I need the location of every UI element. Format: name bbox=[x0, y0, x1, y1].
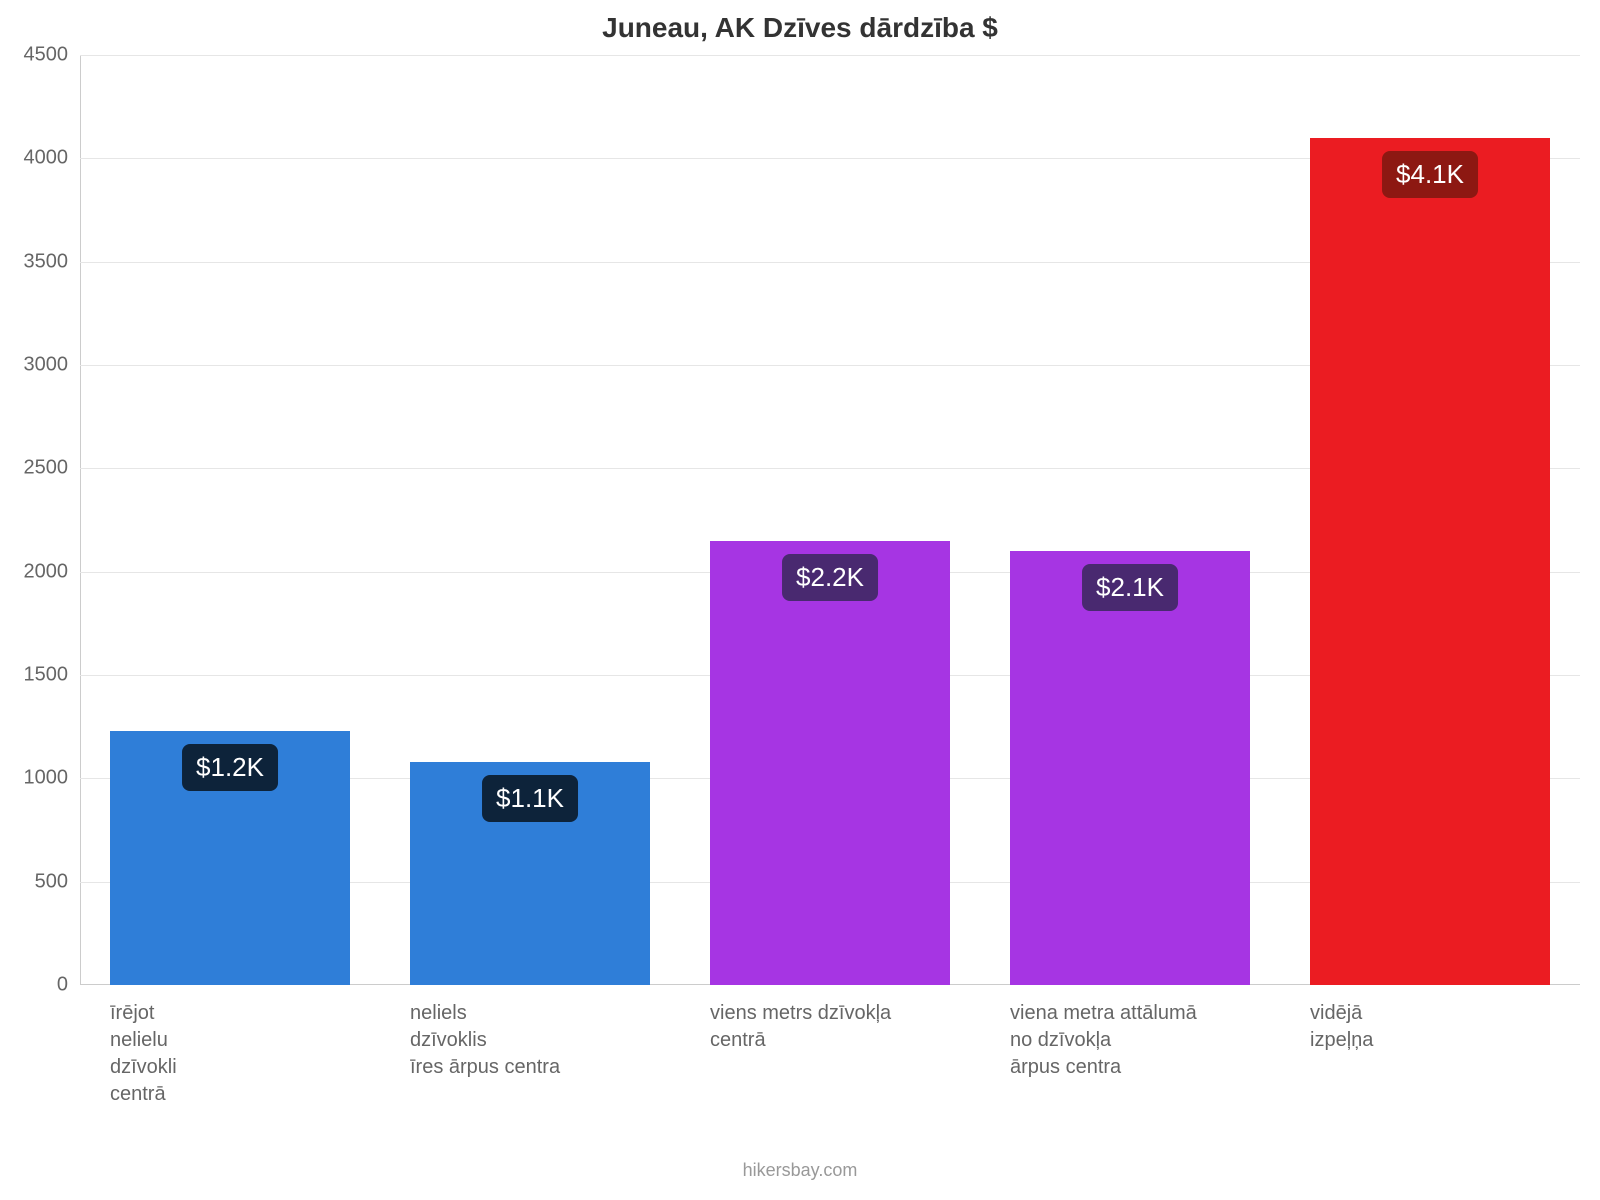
gridline bbox=[80, 55, 1580, 56]
cost-of-living-chart: Juneau, AK Dzīves dārdzība $ 05001000150… bbox=[0, 0, 1600, 1200]
plot-area: 050010001500200025003000350040004500$1.2… bbox=[80, 55, 1580, 985]
y-axis-line bbox=[80, 55, 81, 985]
chart-title: Juneau, AK Dzīves dārdzība $ bbox=[0, 12, 1600, 44]
y-tick-label: 3000 bbox=[24, 354, 81, 377]
bar-value-badge: $2.1K bbox=[1082, 564, 1178, 611]
y-tick-label: 1500 bbox=[24, 664, 81, 687]
x-category-label: viens metrs dzīvokļa centrā bbox=[710, 1000, 950, 1054]
y-tick-label: 2500 bbox=[24, 457, 81, 480]
bar: $1.2K bbox=[110, 731, 350, 985]
y-tick-label: 4500 bbox=[24, 44, 81, 67]
y-tick-label: 1000 bbox=[24, 767, 81, 790]
x-category-label: neliels dzīvoklis īres ārpus centra bbox=[410, 1000, 650, 1081]
y-tick-label: 4000 bbox=[24, 147, 81, 170]
bar: $2.1K bbox=[1010, 551, 1250, 985]
bar-value-badge: $2.2K bbox=[782, 554, 878, 601]
bar: $2.2K bbox=[710, 541, 950, 985]
x-category-label: īrējot nelielu dzīvokli centrā bbox=[110, 1000, 350, 1108]
x-category-label: viena metra attālumā no dzīvokļa ārpus c… bbox=[1010, 1000, 1250, 1081]
y-tick-label: 0 bbox=[57, 974, 80, 997]
bar: $1.1K bbox=[410, 762, 650, 985]
bar: $4.1K bbox=[1310, 138, 1550, 985]
bar-value-badge: $1.1K bbox=[482, 775, 578, 822]
credit-text: hikersbay.com bbox=[0, 1160, 1600, 1181]
y-tick-label: 500 bbox=[35, 870, 80, 893]
bar-value-badge: $4.1K bbox=[1382, 151, 1478, 198]
x-category-label: vidējā izpeļņa bbox=[1310, 1000, 1550, 1054]
y-tick-label: 2000 bbox=[24, 560, 81, 583]
y-tick-label: 3500 bbox=[24, 250, 81, 273]
bar-value-badge: $1.2K bbox=[182, 744, 278, 791]
